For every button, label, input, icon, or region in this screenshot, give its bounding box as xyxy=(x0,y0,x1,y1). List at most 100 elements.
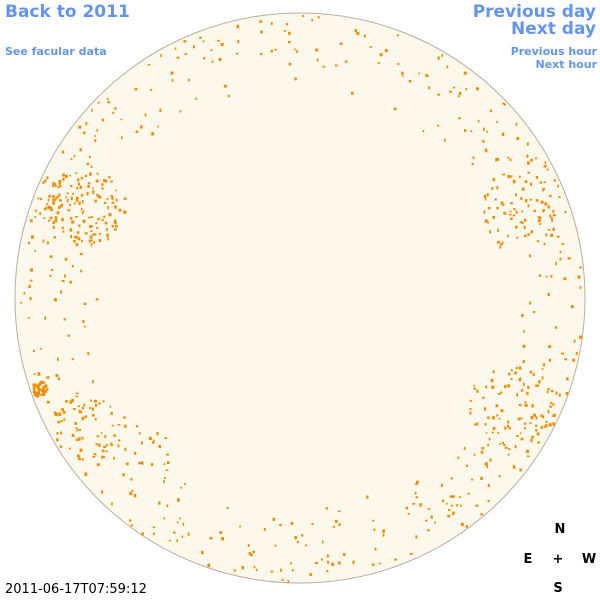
facula xyxy=(94,418,97,421)
facula xyxy=(237,39,240,44)
facula xyxy=(289,562,293,565)
facula xyxy=(470,130,473,133)
facula xyxy=(554,413,556,417)
facula xyxy=(92,187,94,190)
facula xyxy=(74,422,77,425)
facula xyxy=(515,225,518,229)
next-hour-link[interactable]: Next hour xyxy=(535,58,598,71)
facula xyxy=(123,197,127,200)
facula xyxy=(28,241,31,245)
facula xyxy=(115,198,118,202)
facula xyxy=(520,196,523,201)
facula xyxy=(46,203,49,206)
facula xyxy=(61,408,64,411)
facula xyxy=(492,370,495,374)
facula xyxy=(572,358,575,362)
facula xyxy=(78,224,81,228)
facula xyxy=(79,448,83,453)
facula xyxy=(558,393,561,397)
facula xyxy=(546,168,549,171)
facula xyxy=(71,196,73,199)
facula xyxy=(86,162,90,166)
facula xyxy=(30,268,34,272)
facula xyxy=(75,215,78,218)
facula xyxy=(236,52,239,55)
previous-hour-link[interactable]: Previous hour xyxy=(510,45,597,58)
facula xyxy=(56,211,60,215)
facula xyxy=(552,209,555,213)
facula xyxy=(339,42,343,45)
facula xyxy=(552,422,555,426)
facula xyxy=(536,240,540,243)
facula xyxy=(94,233,97,236)
facula xyxy=(497,228,499,232)
facula xyxy=(82,210,85,213)
facula xyxy=(557,184,559,188)
facula xyxy=(130,478,133,481)
facula xyxy=(168,539,171,542)
facula xyxy=(80,410,83,414)
back-link[interactable]: Back to 2011 xyxy=(5,2,130,22)
facula xyxy=(70,184,73,188)
facula xyxy=(484,198,487,201)
facula xyxy=(469,408,472,410)
facula xyxy=(500,409,504,413)
facula xyxy=(550,216,553,220)
facula xyxy=(174,47,177,50)
facula xyxy=(485,385,488,389)
facula xyxy=(547,293,550,296)
facula xyxy=(500,391,503,394)
facula xyxy=(338,523,341,526)
facula xyxy=(43,381,46,384)
facula xyxy=(492,427,496,430)
facula xyxy=(166,453,170,456)
previous-day-link[interactable]: Previous day xyxy=(472,2,596,22)
facula xyxy=(45,388,49,391)
facula xyxy=(283,30,286,32)
facula xyxy=(427,508,431,510)
facula xyxy=(546,390,549,394)
facula xyxy=(53,182,57,185)
facula xyxy=(547,409,550,414)
facular-link[interactable]: See facular data xyxy=(5,45,107,58)
facula xyxy=(55,197,58,200)
facula xyxy=(163,480,165,483)
facula xyxy=(516,435,519,437)
facula xyxy=(53,411,57,415)
facula xyxy=(521,314,524,317)
facula xyxy=(332,526,336,528)
facula xyxy=(166,504,169,508)
facula xyxy=(538,380,541,384)
facula xyxy=(452,511,455,515)
facula xyxy=(89,235,93,239)
facula xyxy=(334,520,338,523)
facula xyxy=(519,221,523,223)
facula xyxy=(113,219,117,222)
facula xyxy=(274,48,277,51)
facula xyxy=(487,416,490,420)
facula xyxy=(112,111,115,115)
facula xyxy=(552,414,555,418)
facula xyxy=(487,221,489,224)
facula xyxy=(356,32,360,35)
next-day-link[interactable]: Next day xyxy=(511,19,596,39)
facula xyxy=(207,563,211,568)
facula xyxy=(90,243,93,247)
facula xyxy=(94,199,97,203)
facula xyxy=(110,444,114,446)
facula xyxy=(110,195,113,197)
facula xyxy=(564,211,567,214)
facula xyxy=(408,79,412,83)
facula xyxy=(294,48,296,51)
facula xyxy=(88,239,91,243)
compass-center: + xyxy=(552,552,564,567)
facula xyxy=(287,41,291,44)
facula xyxy=(524,234,527,238)
facula xyxy=(550,233,554,237)
facula xyxy=(99,232,102,236)
facula xyxy=(369,46,372,48)
facula xyxy=(60,431,63,435)
facula xyxy=(530,182,533,186)
facula xyxy=(95,404,98,407)
facula xyxy=(496,186,499,190)
